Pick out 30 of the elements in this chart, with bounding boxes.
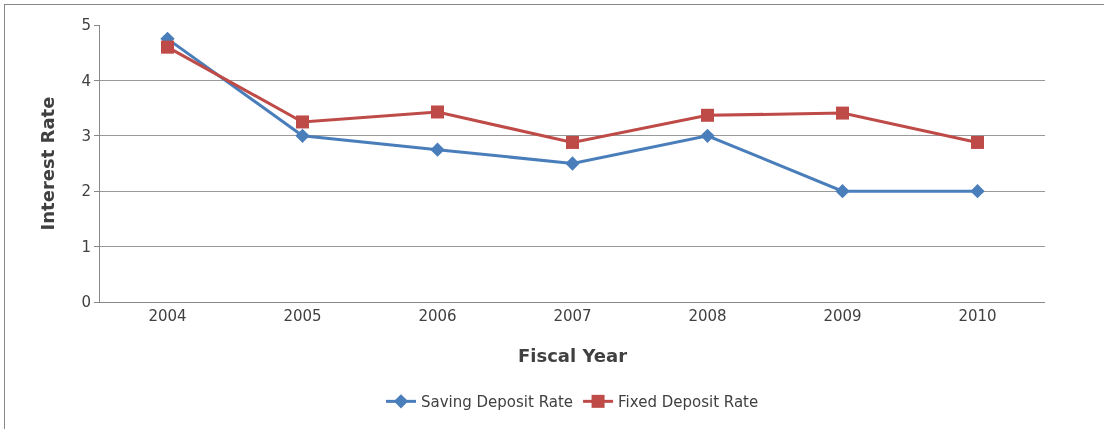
x-tick-label: 2009 bbox=[823, 307, 862, 325]
legend-label: Fixed Deposit Rate bbox=[618, 393, 759, 412]
point bbox=[566, 135, 579, 149]
y-tick-label: 1 bbox=[81, 237, 91, 256]
point bbox=[431, 105, 444, 119]
point bbox=[161, 40, 174, 54]
point bbox=[835, 184, 850, 199]
point bbox=[295, 128, 310, 143]
y-axis-title: Interest Rate bbox=[37, 96, 58, 231]
x-tick-label: 2006 bbox=[418, 307, 457, 325]
point bbox=[836, 106, 849, 120]
y-tick-label: 0 bbox=[81, 293, 91, 312]
x-tick-label: 2004 bbox=[148, 307, 187, 325]
x-axis-title: Fiscal Year bbox=[517, 345, 628, 367]
y-tick-label: 2 bbox=[81, 182, 91, 201]
y-tick-label: 3 bbox=[81, 127, 91, 146]
point bbox=[700, 128, 715, 143]
point bbox=[565, 156, 580, 171]
point bbox=[971, 135, 984, 149]
y-tick-label: 4 bbox=[81, 71, 91, 90]
point bbox=[430, 142, 445, 157]
x-tick-label: 2010 bbox=[958, 307, 997, 325]
y-tick-label: 5 bbox=[81, 16, 91, 35]
x-tick-label: 2008 bbox=[688, 307, 727, 325]
point bbox=[701, 108, 714, 122]
point bbox=[296, 115, 309, 129]
x-tick-label: 2005 bbox=[283, 307, 322, 325]
x-tick-label: 2007 bbox=[553, 307, 592, 325]
point bbox=[970, 184, 985, 199]
legend-label: Saving Deposit Rate bbox=[421, 393, 574, 412]
